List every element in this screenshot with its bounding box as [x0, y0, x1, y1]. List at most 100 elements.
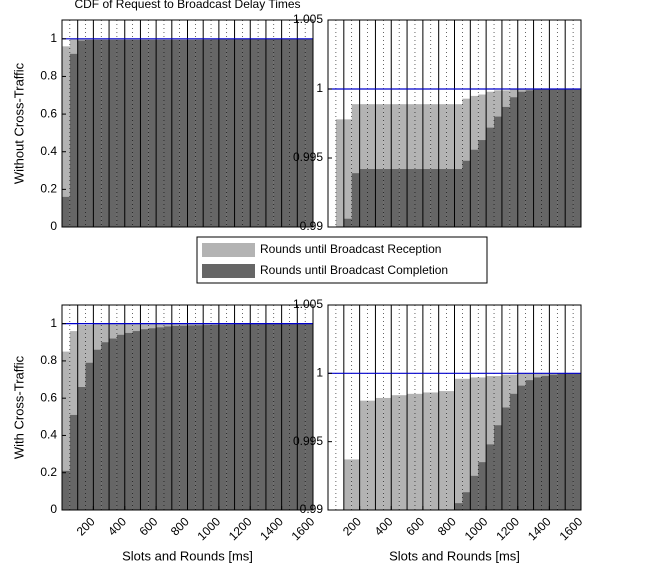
legend-swatch — [202, 264, 255, 278]
bar — [367, 169, 376, 227]
y-tick-label: 0.99 — [300, 219, 324, 233]
bar — [343, 119, 352, 227]
bar — [226, 324, 235, 510]
x-tick-label: 1000 — [462, 514, 491, 543]
bar — [211, 39, 219, 227]
bar — [462, 492, 471, 510]
bar — [367, 400, 376, 510]
bar — [533, 377, 542, 510]
bar — [486, 444, 495, 510]
bar — [195, 325, 204, 510]
x-tick-label: 800 — [168, 514, 192, 538]
legend: Rounds until Broadcast Reception Rounds u… — [196, 236, 488, 284]
bar — [414, 169, 423, 227]
plot-area — [328, 20, 581, 227]
y-tick-label: 0.995 — [293, 150, 323, 164]
bar — [422, 169, 431, 227]
bar — [101, 39, 110, 227]
y-tick-label: 1 — [50, 31, 57, 45]
y-tick-label: 0.4 — [40, 428, 57, 442]
bar — [124, 39, 133, 227]
bar — [375, 397, 384, 510]
bar — [438, 104, 447, 227]
bar — [116, 39, 125, 227]
axes-box — [61, 19, 314, 228]
bar — [343, 459, 352, 510]
bar — [454, 503, 463, 510]
bar — [351, 459, 360, 510]
bar — [116, 334, 125, 510]
bar — [156, 327, 164, 510]
bar — [525, 90, 534, 227]
bar — [242, 323, 251, 510]
bar — [77, 40, 86, 227]
bar — [281, 323, 290, 510]
bar — [305, 38, 313, 227]
bar — [234, 39, 243, 227]
y-tick-label: 0.8 — [40, 353, 57, 367]
bar — [454, 104, 463, 227]
bar — [69, 414, 78, 510]
bar — [494, 116, 502, 227]
bar — [93, 349, 102, 510]
bar — [187, 39, 196, 227]
bar — [478, 462, 487, 510]
bar — [211, 324, 219, 510]
bar — [383, 397, 392, 510]
bar — [430, 392, 439, 510]
plot-area — [62, 305, 313, 510]
y-tick-label: 0 — [50, 502, 57, 516]
bar — [454, 378, 463, 510]
bar — [509, 393, 518, 510]
chart-title: CDF of Request to Broadcast Delay Times — [74, 0, 300, 11]
bar — [470, 475, 479, 510]
bar — [391, 395, 400, 510]
bar — [501, 106, 510, 227]
bar — [549, 374, 558, 510]
bar — [335, 119, 344, 227]
bar — [297, 38, 306, 227]
bar — [250, 38, 259, 227]
bar — [430, 104, 439, 227]
bar — [297, 323, 306, 510]
bar — [399, 169, 408, 227]
bar — [533, 89, 542, 227]
bar — [399, 395, 408, 510]
axes-box — [327, 19, 582, 228]
bar — [517, 91, 526, 227]
x-tick-label: 1200 — [226, 514, 255, 543]
bar — [258, 38, 266, 227]
bar — [462, 378, 471, 510]
y-tick-label: 0.995 — [293, 434, 323, 448]
bar — [132, 331, 141, 510]
y-tick-label: 1 — [316, 366, 323, 380]
bar — [359, 169, 368, 227]
bar — [375, 104, 384, 227]
bar — [359, 400, 368, 510]
bar — [565, 373, 574, 510]
bar — [163, 39, 172, 227]
bar — [383, 104, 392, 227]
y-tick-label: 0.4 — [40, 144, 57, 158]
bar — [383, 169, 392, 227]
bar — [573, 89, 581, 227]
bar — [501, 407, 510, 510]
legend-swatch — [202, 243, 255, 257]
bar — [140, 39, 149, 227]
bar — [557, 89, 566, 227]
bar — [171, 325, 180, 510]
bar — [351, 104, 360, 227]
bar — [446, 169, 455, 227]
bar — [541, 89, 550, 227]
bar — [258, 323, 266, 510]
x-tick-label: 1200 — [493, 514, 522, 543]
bar — [148, 328, 157, 510]
bar — [218, 324, 227, 510]
y-tick-label: 1 — [50, 316, 57, 330]
bar — [77, 387, 86, 510]
bar — [407, 169, 415, 227]
x-tick-label: 400 — [372, 514, 396, 538]
bar — [124, 332, 133, 510]
bar — [549, 89, 558, 227]
